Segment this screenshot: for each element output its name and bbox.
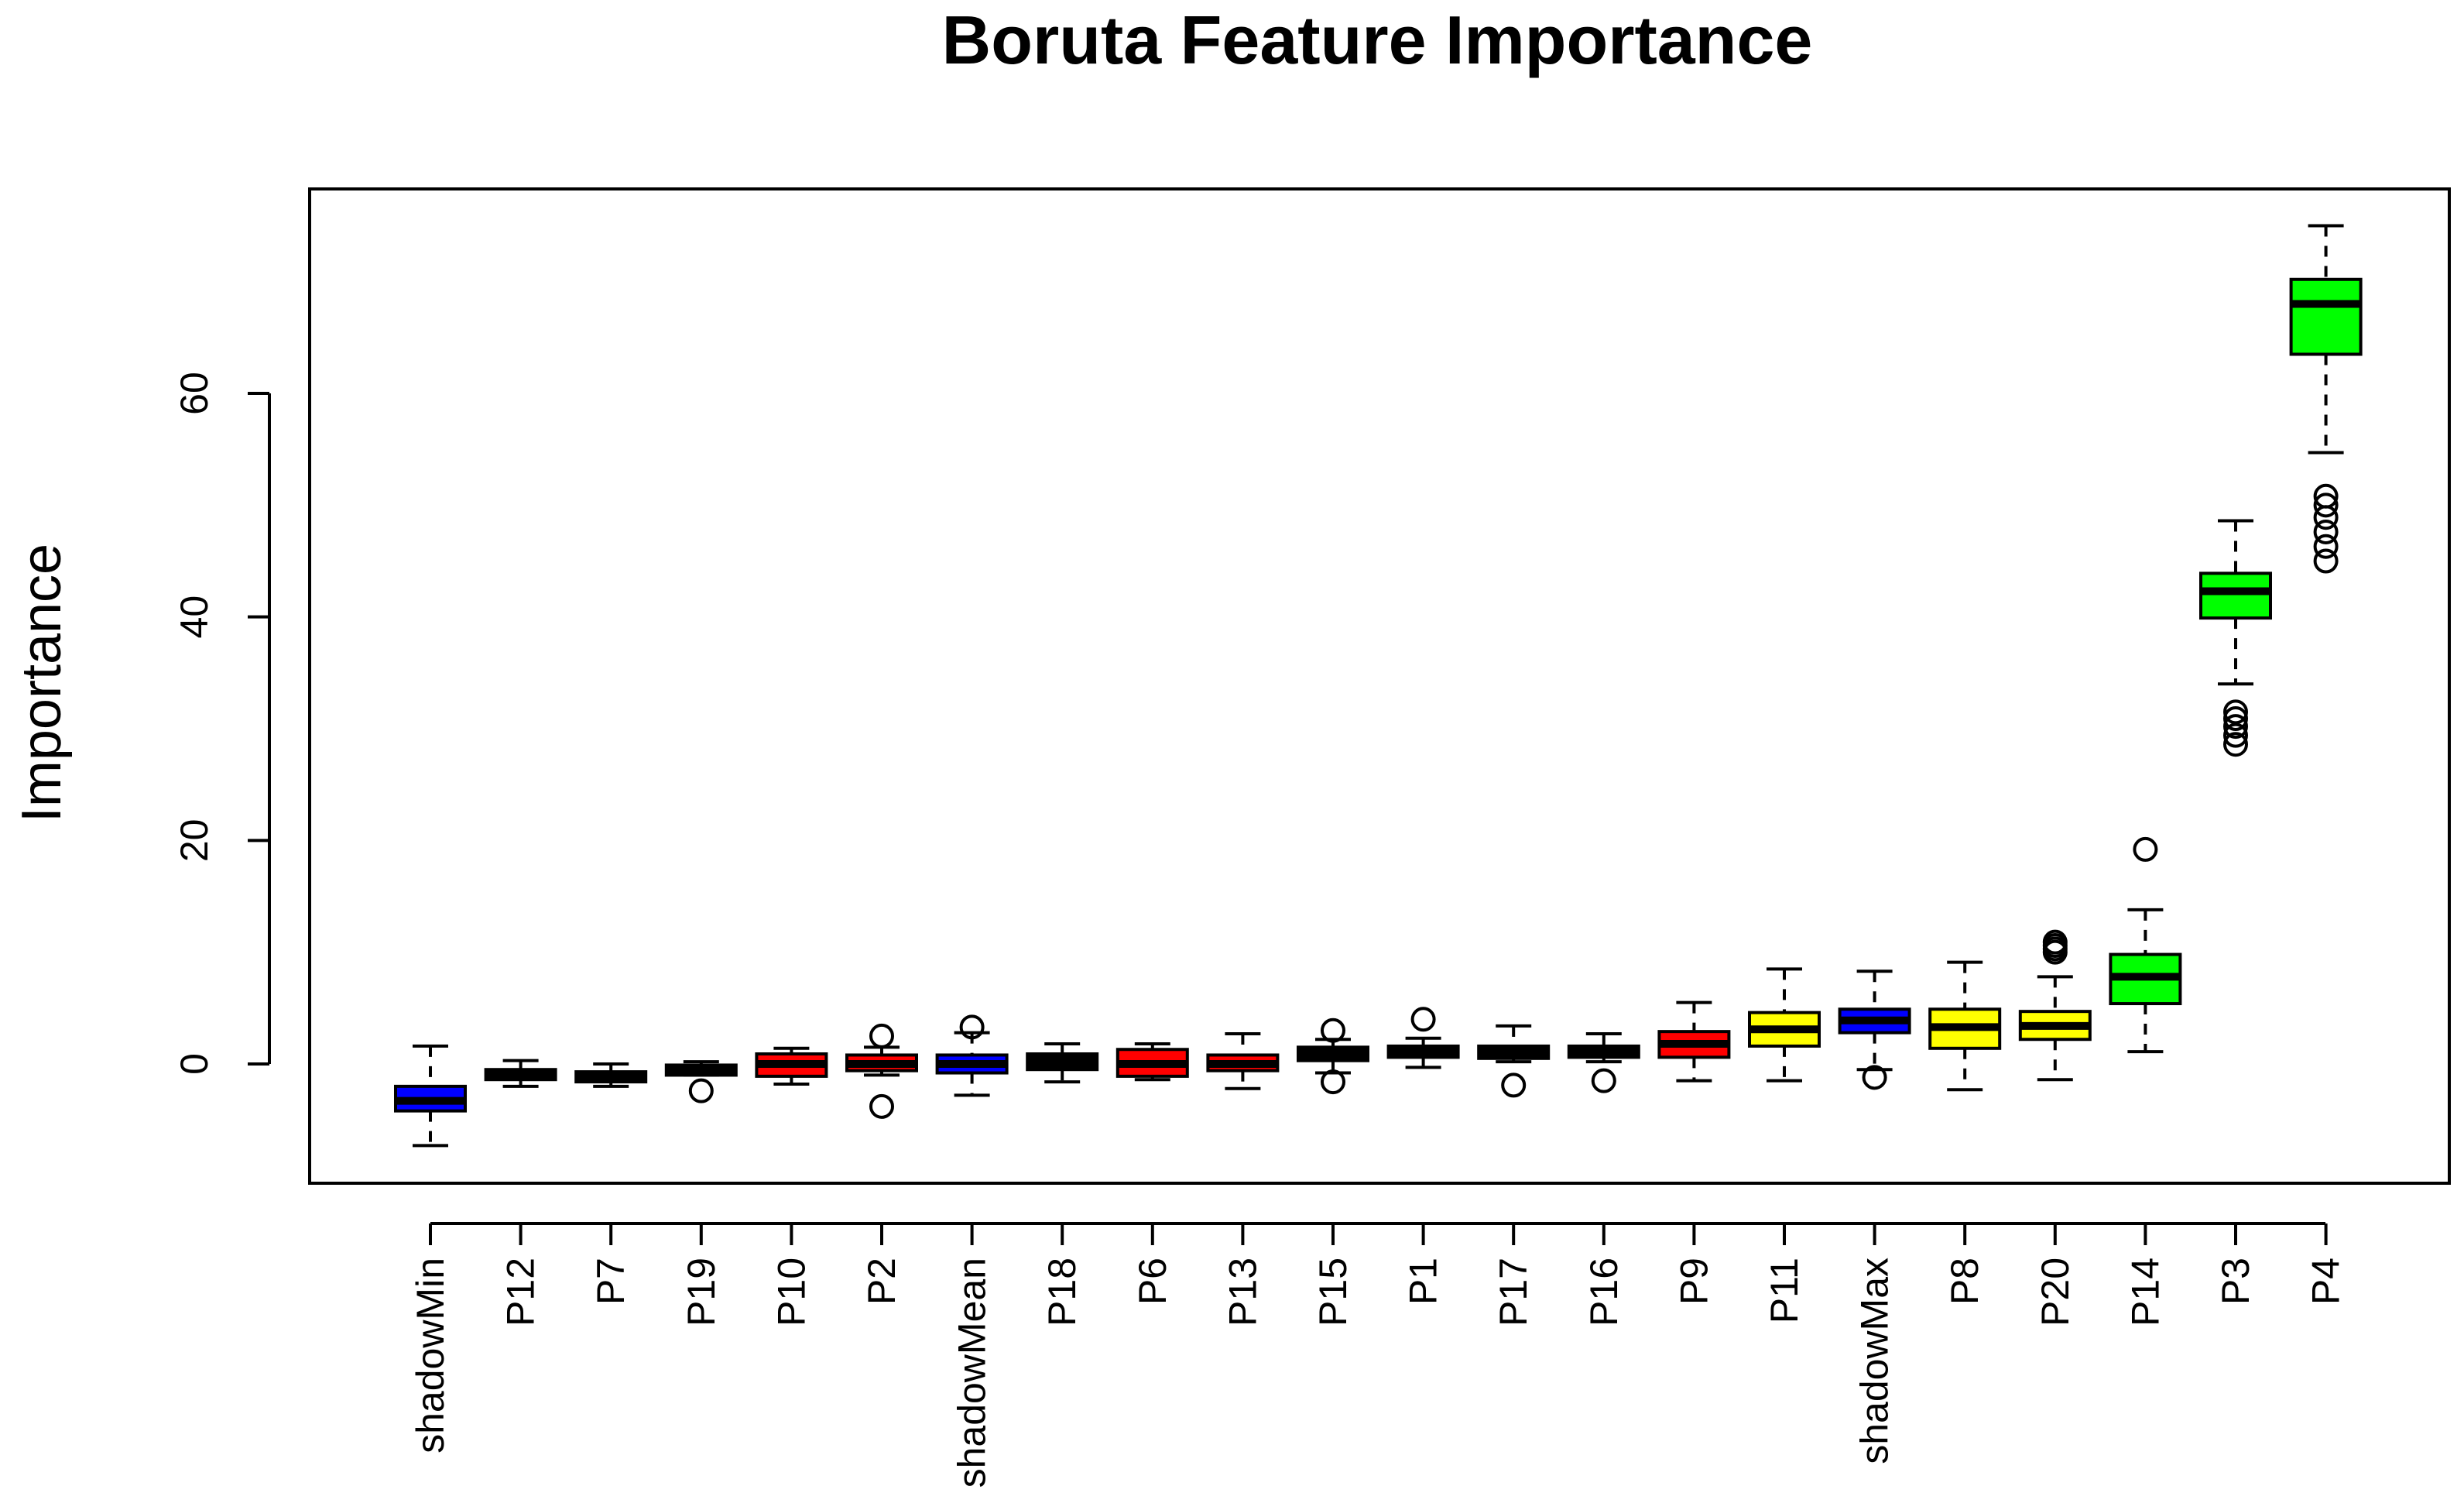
y-tick-label: 60 (173, 372, 216, 415)
x-tick-label-P8: P8 (1943, 1258, 1986, 1305)
box-P1 (1386, 1007, 1460, 1069)
x-tick-label-P16: P16 (1582, 1258, 1626, 1326)
x-tick-label-shadowMax: shadowMax (1853, 1258, 1897, 1464)
outlier-point (2223, 732, 2248, 757)
y-axis-label: Importance (11, 544, 73, 822)
box-P20 (2018, 929, 2092, 1082)
outlier-point (1501, 1072, 1527, 1098)
box-P4 (2289, 224, 2363, 574)
x-tick-label-P6: P6 (1131, 1258, 1174, 1305)
x-axis-labels: shadowMin P12 P7 P19 P10 P2 shadowMean P18 P6 P13… (409, 1223, 2348, 1488)
x-tick-label-P9: P9 (1672, 1258, 1715, 1305)
box-P11 (1748, 967, 1821, 1083)
boxplot-series (394, 224, 2363, 1148)
outlier-point (2313, 548, 2339, 574)
box-P16 (1567, 1032, 1640, 1093)
box-P7 (574, 1062, 648, 1088)
box-P17 (1477, 1024, 1551, 1098)
box-P3 (2199, 519, 2272, 757)
outlier-point (2313, 483, 2339, 509)
outlier-point (1410, 1007, 1436, 1032)
y-tick-label: 0 (173, 1053, 216, 1075)
x-tick-label-P13: P13 (1221, 1258, 1264, 1326)
box-shadowMean (935, 1014, 1009, 1097)
box-P12 (484, 1059, 557, 1088)
y-tick-label: 40 (173, 595, 216, 639)
x-tick-label-P10: P10 (769, 1258, 813, 1326)
outlier-point (869, 1093, 894, 1119)
box-P13 (1206, 1032, 1280, 1090)
x-tick-label-shadowMean: shadowMean (951, 1258, 994, 1488)
outlier-point (2223, 714, 2248, 740)
x-tick-label-P3: P3 (2214, 1258, 2257, 1305)
chart-title: Boruta Feature Importance (942, 2, 1813, 78)
outlier-point (959, 1014, 985, 1040)
outlier-point (1591, 1068, 1616, 1093)
box-P10 (755, 1046, 828, 1086)
x-tick-label-P18: P18 (1040, 1258, 1084, 1326)
box-P14 (2109, 836, 2182, 1054)
box-iqr (2199, 571, 2272, 620)
x-tick-label-P1: P1 (1402, 1258, 1445, 1305)
outlier-point (1862, 1065, 1887, 1090)
outlier-point (2313, 534, 2339, 559)
outlier-point (2223, 706, 2248, 732)
outlier-point (688, 1078, 714, 1103)
box-iqr (2289, 277, 2363, 356)
y-tick-label: 20 (173, 819, 216, 863)
x-tick-label-shadowMin: shadowMin (409, 1258, 452, 1453)
box-P9 (1657, 1000, 1731, 1083)
outlier-point (1321, 1069, 1345, 1095)
box-P6 (1115, 1042, 1189, 1082)
plot-frame (308, 187, 2451, 1185)
x-tick-label-P17: P17 (1492, 1258, 1535, 1326)
box-P8 (1928, 960, 2002, 1092)
x-tick-label-P20: P20 (2034, 1258, 2077, 1326)
x-tick-label-P11: P11 (1763, 1258, 1806, 1323)
outlier-point (1321, 1018, 1345, 1043)
outlier-point (2313, 492, 2339, 518)
box-shadowMax (1838, 969, 1911, 1090)
x-tick-label-P15: P15 (1311, 1258, 1355, 1326)
x-tick-label-P7: P7 (589, 1258, 632, 1305)
outlier-point (2133, 836, 2158, 862)
box-P18 (1026, 1042, 1099, 1084)
x-tick-label-P19: P19 (680, 1258, 723, 1326)
x-tick-label-P14: P14 (2123, 1258, 2167, 1326)
outlier-point (2223, 722, 2248, 748)
box-P19 (664, 1060, 738, 1103)
box-shadowMin (394, 1044, 467, 1148)
outlier-point (869, 1023, 894, 1048)
outlier-point (2223, 699, 2248, 725)
x-tick-label-P12: P12 (499, 1258, 543, 1326)
outlier-point (2042, 929, 2068, 955)
box-P15 (1297, 1018, 1369, 1095)
box-P2 (845, 1023, 918, 1119)
x-tick-label-P2: P2 (860, 1258, 903, 1305)
y-axis-ticks: 0 20 40 60 (173, 372, 269, 1075)
outlier-point (2313, 519, 2339, 544)
x-tick-label-P4: P4 (2305, 1258, 2348, 1305)
